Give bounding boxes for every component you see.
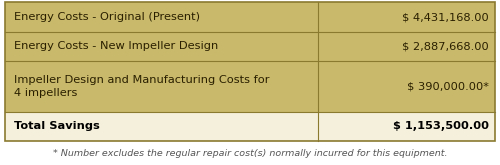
Bar: [5, 32, 318, 61]
Text: * Number excludes the regular repair cost(s) normally incurred for this equipmen: * Number excludes the regular repair cos…: [53, 149, 448, 158]
Text: $ 2,887,668.00: $ 2,887,668.00: [402, 41, 489, 51]
Bar: [5, 112, 318, 141]
Text: $ 1,153,500.00: $ 1,153,500.00: [393, 121, 489, 132]
Bar: [318, 2, 495, 32]
Text: Impeller Design and Manufacturing Costs for
4 impellers: Impeller Design and Manufacturing Costs …: [14, 75, 270, 98]
Text: Energy Costs - New Impeller Design: Energy Costs - New Impeller Design: [14, 41, 218, 51]
Bar: [318, 61, 495, 112]
Text: $ 390,000.00*: $ 390,000.00*: [407, 81, 489, 91]
Text: $ 4,431,168.00: $ 4,431,168.00: [402, 12, 489, 22]
Bar: [318, 112, 495, 141]
Text: Energy Costs - Original (Present): Energy Costs - Original (Present): [14, 12, 200, 22]
Text: Total Savings: Total Savings: [14, 121, 100, 132]
Bar: [5, 61, 318, 112]
Bar: [5, 2, 495, 141]
Bar: [318, 32, 495, 61]
Bar: [5, 2, 318, 32]
